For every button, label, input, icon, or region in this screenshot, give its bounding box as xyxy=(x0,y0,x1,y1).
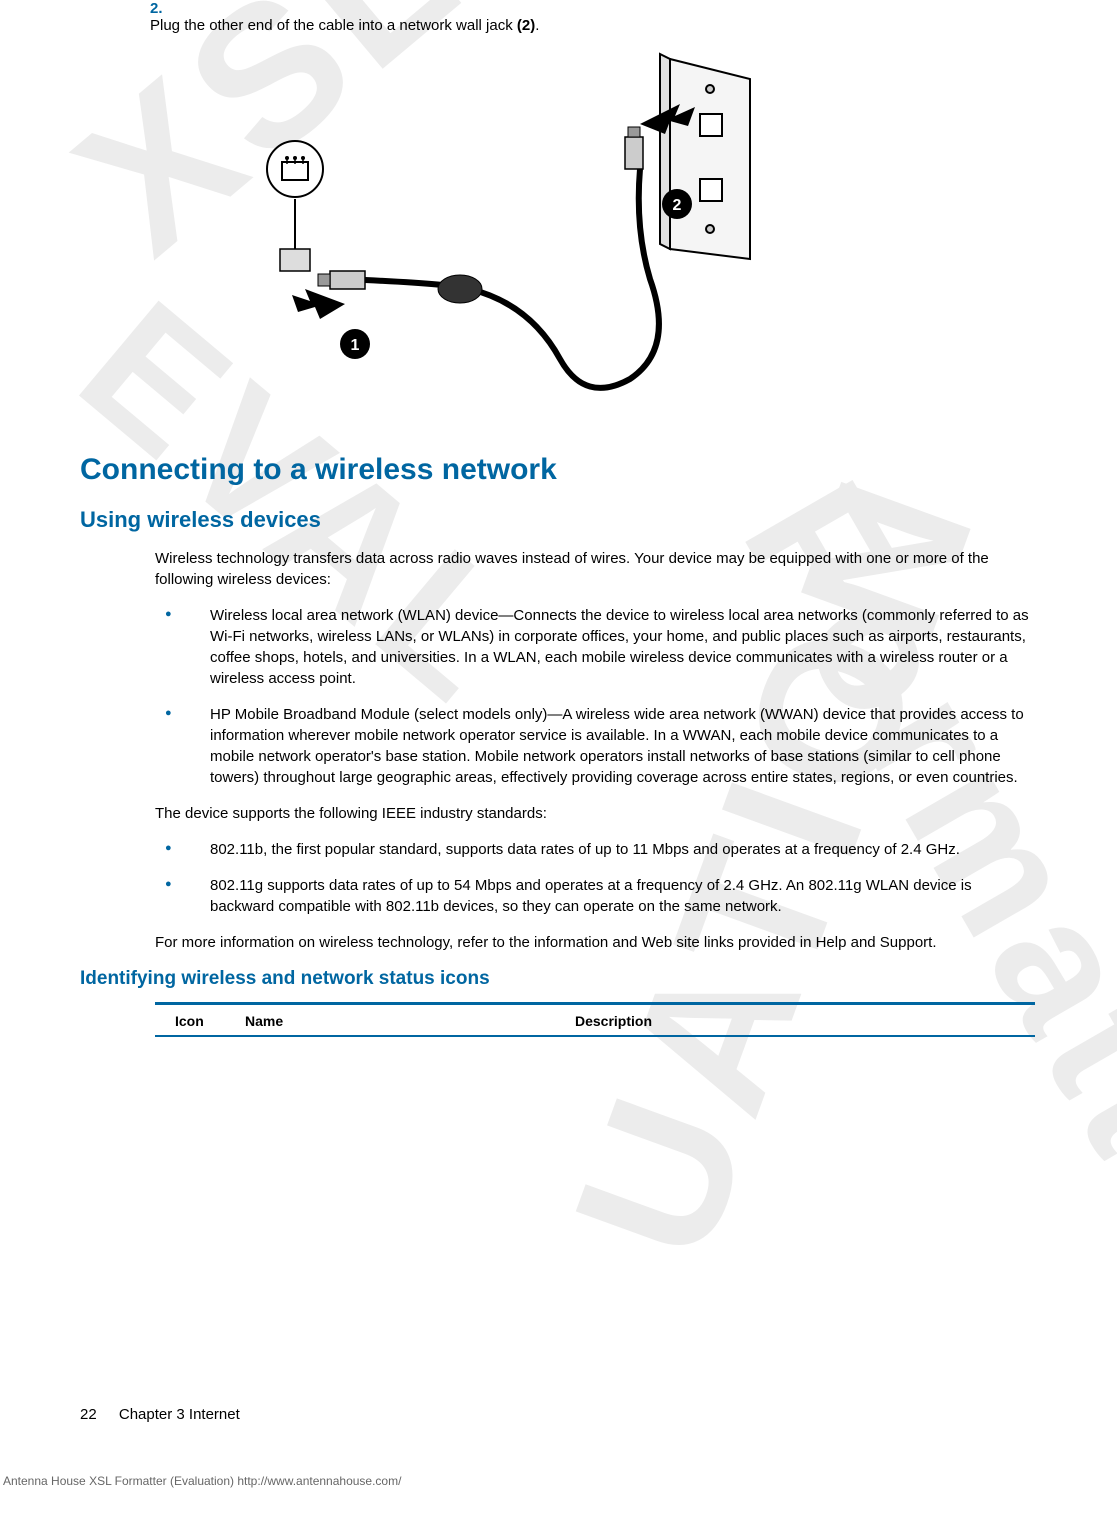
page-number: 22 xyxy=(80,1406,97,1423)
cable-diagram: 1 2 xyxy=(190,49,1037,423)
heading-2: Using wireless devices xyxy=(80,507,1037,533)
step-number: 2. xyxy=(150,0,190,17)
callout-1: 1 xyxy=(351,337,360,354)
list-item: HP Mobile Broadband Module (select model… xyxy=(165,704,1037,788)
step-item: 2. Plug the other end of the cable into … xyxy=(150,0,1037,34)
table-border xyxy=(155,1002,1035,1005)
devices-list: Wireless local area network (WLAN) devic… xyxy=(165,605,1037,788)
diagram-svg: 1 2 xyxy=(190,49,760,419)
table-header-icon: Icon xyxy=(155,1013,245,1029)
icons-table: Icon Name Description xyxy=(155,1002,1035,1037)
table-header-name: Name xyxy=(245,1013,575,1029)
list-item: Wireless local area network (WLAN) devic… xyxy=(165,605,1037,689)
heading-3: Identifying wireless and network status … xyxy=(80,968,1037,990)
standards-list: 802.11b, the first popular standard, sup… xyxy=(165,839,1037,917)
table-header-row: Icon Name Description xyxy=(155,1007,1035,1035)
chapter-label: Chapter 3 Internet xyxy=(119,1406,240,1423)
step-text: Plug the other end of the cable into a n… xyxy=(150,17,1020,34)
text-segment: Plug the other end of the cable into a n… xyxy=(150,17,517,34)
intro-paragraph: Wireless technology transfers data acros… xyxy=(155,548,1037,590)
more-info-paragraph: For more information on wireless technol… xyxy=(155,932,1037,953)
evaluation-notice: Antenna House XSL Formatter (Evaluation)… xyxy=(3,1474,401,1488)
list-item: 802.11g supports data rates of up to 54 … xyxy=(165,875,1037,917)
standards-intro: The device supports the following IEEE i… xyxy=(155,803,1037,824)
table-header-description: Description xyxy=(575,1013,1035,1029)
list-item: 802.11b, the first popular standard, sup… xyxy=(165,839,1037,860)
callout-2: 2 xyxy=(673,197,682,214)
page-footer: 22 Chapter 3 Internet xyxy=(80,1406,240,1423)
table-separator xyxy=(155,1035,1035,1037)
text-bold: (2) xyxy=(517,17,535,34)
heading-1: Connecting to a wireless network xyxy=(80,453,1037,487)
text-segment: . xyxy=(535,17,539,34)
